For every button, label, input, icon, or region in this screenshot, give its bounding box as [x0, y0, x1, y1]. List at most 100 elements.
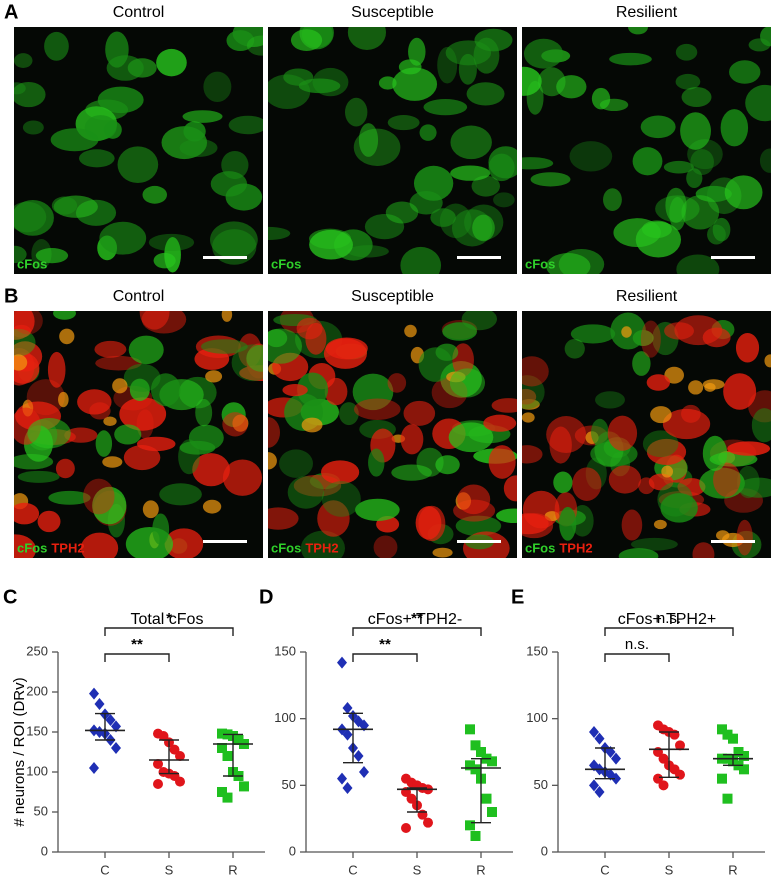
cell — [22, 120, 44, 135]
data-point — [739, 764, 749, 775]
cell — [559, 506, 577, 541]
data-point — [175, 751, 185, 761]
cell — [152, 513, 170, 545]
cell — [599, 98, 629, 112]
scale-bar — [203, 540, 247, 543]
cell — [702, 435, 728, 471]
cell — [296, 317, 323, 340]
cell — [640, 320, 661, 358]
cell-core — [664, 366, 684, 384]
cell — [35, 248, 69, 264]
cell — [123, 363, 161, 392]
cell — [222, 459, 263, 496]
cell — [522, 513, 549, 535]
cell — [442, 322, 477, 341]
cell — [430, 208, 456, 227]
cell — [398, 59, 422, 75]
cell — [690, 149, 714, 175]
cell — [321, 460, 360, 485]
cell — [300, 530, 345, 558]
cell — [621, 509, 643, 541]
scale-bar — [457, 540, 501, 543]
cell — [150, 373, 181, 407]
cell — [77, 389, 112, 415]
cell — [14, 82, 26, 95]
cell — [523, 38, 564, 69]
iqr-bar — [343, 712, 363, 764]
cell-core — [621, 326, 632, 338]
cell — [662, 408, 711, 440]
cell — [37, 510, 61, 533]
stain-label: cFos — [271, 540, 301, 555]
cell — [458, 53, 477, 85]
data-point — [94, 698, 105, 710]
chart-title: cFos+ TPH2+ — [618, 611, 716, 628]
data-point — [406, 793, 417, 804]
cell — [352, 373, 394, 411]
cell — [759, 148, 771, 173]
cell — [373, 535, 398, 558]
data-point — [153, 759, 163, 769]
stain-label: cFos — [17, 540, 47, 555]
cell — [182, 110, 223, 123]
image-title: Resilient — [616, 288, 678, 305]
x-tick-label: C — [348, 862, 357, 877]
cell — [268, 417, 281, 448]
cell — [609, 52, 652, 66]
series — [153, 728, 185, 789]
cell — [608, 465, 642, 494]
data-point — [728, 733, 738, 744]
cell-core — [102, 456, 123, 468]
cell — [188, 424, 224, 451]
cell — [392, 67, 438, 101]
cell — [729, 60, 761, 84]
data-point — [722, 729, 733, 740]
y-tick-label: 0 — [541, 843, 548, 858]
cell — [450, 125, 492, 160]
cell — [192, 453, 230, 487]
cell — [737, 477, 771, 498]
significance-label: ** — [131, 636, 143, 653]
cell — [347, 27, 387, 50]
cell — [148, 233, 195, 252]
cell — [400, 246, 442, 274]
significance-label: * — [166, 610, 172, 627]
data-point — [739, 751, 749, 761]
cell — [409, 190, 443, 215]
cell-core — [205, 370, 223, 383]
micrograph — [268, 311, 517, 558]
data-point — [470, 740, 481, 751]
cell — [415, 506, 442, 540]
cell-core — [702, 379, 725, 390]
data-point — [465, 820, 475, 831]
significance-bracket — [104, 627, 234, 636]
data-point — [111, 742, 121, 754]
significance-bracket — [352, 653, 418, 662]
data-point — [611, 772, 621, 785]
cell-core — [112, 378, 128, 394]
stain-label: cFos — [271, 256, 301, 271]
cell — [95, 355, 142, 371]
cell — [408, 37, 426, 66]
cell — [450, 165, 491, 181]
cell — [745, 84, 771, 122]
cell — [681, 195, 720, 230]
cell — [564, 338, 585, 359]
cell — [268, 328, 303, 364]
y-tick-label: 250 — [26, 643, 48, 658]
cell — [603, 188, 622, 212]
cell — [437, 46, 458, 84]
cell-core — [103, 416, 117, 427]
cell — [522, 445, 543, 464]
data-point — [175, 776, 185, 787]
cell — [14, 534, 37, 558]
cell — [14, 53, 33, 68]
data-point — [239, 781, 249, 792]
cell — [136, 409, 154, 439]
cell-core — [661, 465, 674, 478]
cell — [660, 493, 698, 523]
image-title: Control — [113, 4, 165, 21]
series — [653, 720, 685, 791]
cell — [723, 373, 757, 410]
